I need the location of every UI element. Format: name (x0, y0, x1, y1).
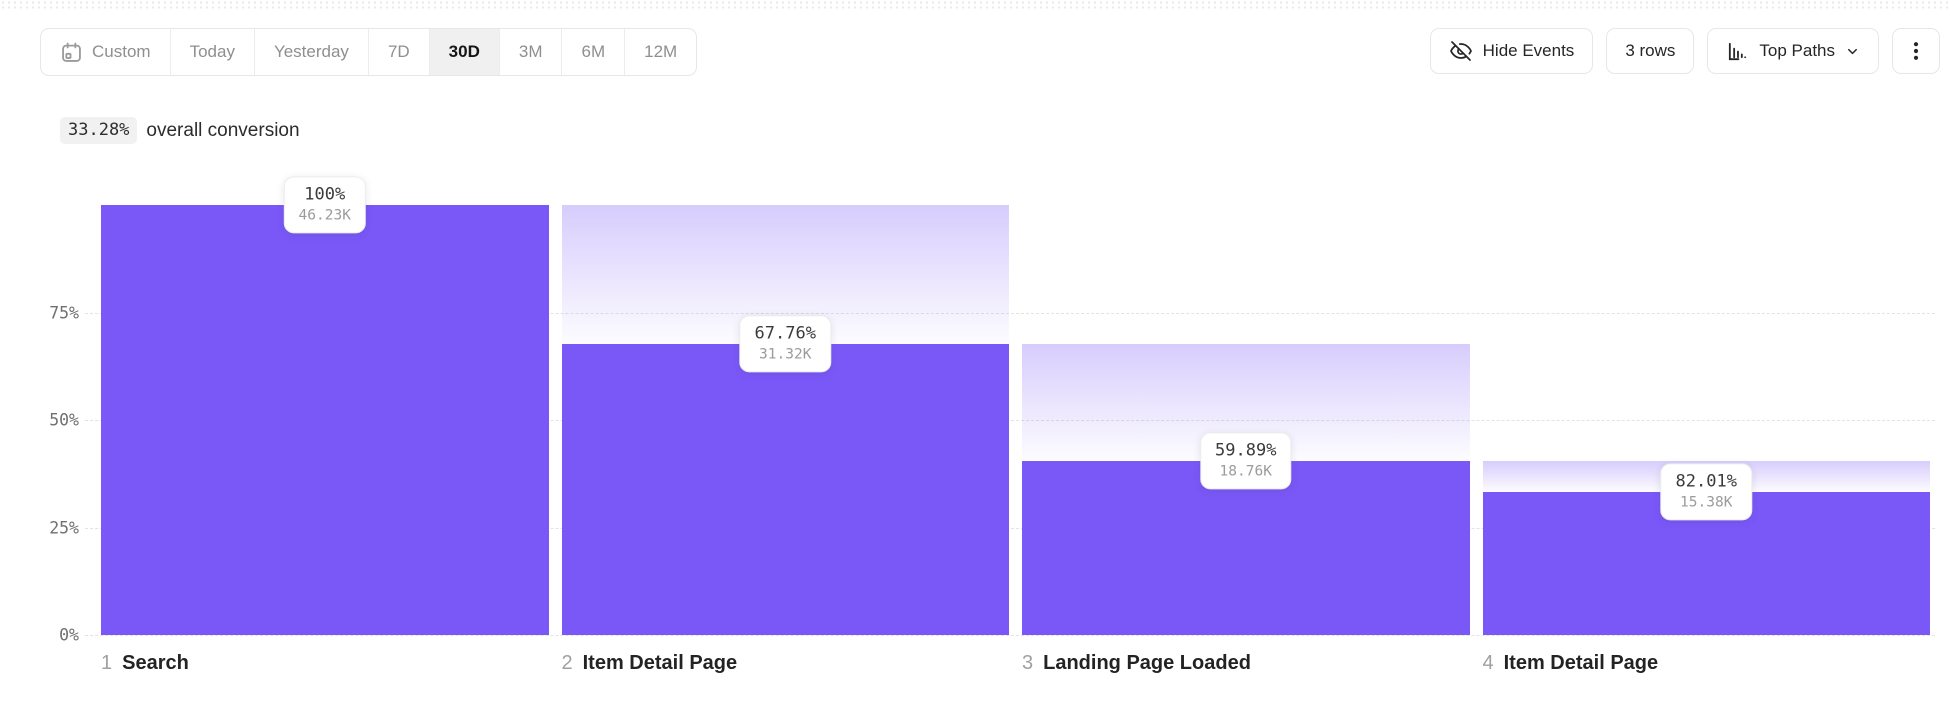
hide-events-label: Hide Events (1482, 41, 1575, 60)
conversion-value-badge: 33.28% (60, 117, 138, 144)
date-range-label: 30D (448, 42, 480, 61)
date-range-label: Custom (92, 42, 151, 61)
rows-label: 3 rows (1625, 41, 1676, 60)
funnel-bar-step3[interactable] (1022, 460, 1470, 635)
step-name: Item Detail Page (582, 652, 738, 674)
y-axis-tick: 0% (59, 625, 79, 645)
step-count-value: 31.32K (759, 346, 812, 363)
step-conversion-value: 67.76% (754, 322, 816, 343)
bar-value-label-step1[interactable]: 100% 46.23K (283, 176, 366, 234)
date-range-label: Today (189, 42, 235, 61)
kebab-icon (1904, 39, 1928, 63)
bar-value-label-step4[interactable]: 82.01% 15.38K (1660, 463, 1752, 521)
overall-conversion-summary: 33.28% overall conversion (60, 117, 300, 144)
step-count-value: 18.76K (1219, 463, 1272, 480)
top-paths-label: Top Paths (1759, 41, 1835, 60)
rows-button[interactable]: 3 rows (1606, 28, 1695, 74)
step-conversion-value: 100% (304, 184, 346, 205)
step-label-2: 2 Item Detail Page (562, 652, 1010, 675)
toolbar-right: Hide Events 3 rows Top Paths (1429, 28, 1940, 74)
bar-chart-icon (1726, 40, 1749, 63)
step-number: 4 (1482, 652, 1494, 674)
step-labels-row: 1 Search 2 Item Detail Page 3 Landing Page Lo… (101, 652, 1930, 675)
date-range-selector: Custom Today Yesterday 7D 30D 3M 6M 12M (40, 28, 698, 76)
date-range-label: Yesterday (273, 42, 349, 61)
chevron-down-icon (1845, 44, 1860, 59)
bar-value-label-step2[interactable]: 67.76% 31.32K (739, 314, 831, 373)
gridline-75% (85, 312, 1935, 314)
funnel-column-step2: 67.76% 31.32K (561, 205, 1009, 635)
step-number: 3 (1022, 652, 1034, 674)
bar-value-label-step3[interactable]: 59.89% 18.76K (1200, 431, 1292, 490)
hide-events-button[interactable]: Hide Events (1429, 28, 1594, 74)
date-range-7d[interactable]: 7D (369, 29, 430, 75)
date-range-30d[interactable]: 30D (429, 29, 500, 75)
step-name: Landing Page Loaded (1043, 652, 1251, 674)
gridline-25% (85, 527, 1935, 529)
funnel-bar-step2[interactable] (561, 343, 1009, 635)
funnel-chart: 75% 50% 25% 0% 100% 46.23K 67.76% 31.32K 59.89%… (49, 176, 1935, 645)
gridline-50% (85, 420, 1935, 421)
step-number: 2 (561, 652, 573, 674)
conversion-suffix-text: overall conversion (146, 119, 300, 141)
gridline-0% (85, 635, 1935, 636)
date-range-today[interactable]: Today (171, 29, 255, 75)
step-name: Item Detail Page (1503, 652, 1659, 674)
step-conversion-value: 82.01% (1675, 471, 1737, 492)
top-paths-dropdown[interactable]: Top Paths (1707, 28, 1879, 74)
date-range-12m[interactable]: 12M (625, 29, 696, 75)
date-range-label: 3M (518, 42, 543, 61)
step-count-value: 46.23K (298, 207, 351, 224)
funnel-column-step4: 82.01% 15.38K (1482, 205, 1930, 635)
step-count-value: 15.38K (1680, 494, 1733, 511)
date-range-label: 6M (581, 42, 606, 61)
calendar-icon (60, 41, 83, 64)
funnel-column-step1: 100% 46.23K (101, 176, 549, 635)
toolbar: Custom Today Yesterday 7D 30D 3M 6M 12M (40, 28, 1940, 76)
step-conversion-value: 59.89% (1215, 439, 1277, 460)
funnel-bar-step1[interactable] (101, 205, 549, 635)
date-range-label: 12M (644, 42, 678, 61)
y-axis-tick: 25% (49, 518, 79, 537)
y-axis-tick: 50% (49, 410, 79, 430)
y-axis-tick: 75% (49, 303, 79, 322)
step-label-1: 1 Search (101, 652, 549, 675)
date-range-6m[interactable]: 6M (562, 29, 626, 75)
step-name: Search (122, 652, 189, 674)
date-range-label: 7D (387, 42, 410, 61)
date-range-3m[interactable]: 3M (500, 29, 563, 75)
date-range-custom[interactable]: Custom (41, 29, 171, 75)
more-options-button[interactable] (1892, 28, 1940, 74)
funnel-column-step3: 59.89% 18.76K (1022, 205, 1470, 635)
step-label-4: 4 Item Detail Page (1483, 652, 1931, 675)
date-range-yesterday[interactable]: Yesterday (255, 29, 369, 75)
step-number: 1 (101, 652, 113, 674)
step-label-3: 3 Landing Page Loaded (1022, 652, 1470, 675)
dotted-divider (0, 0, 1950, 10)
eye-off-icon (1449, 39, 1473, 63)
